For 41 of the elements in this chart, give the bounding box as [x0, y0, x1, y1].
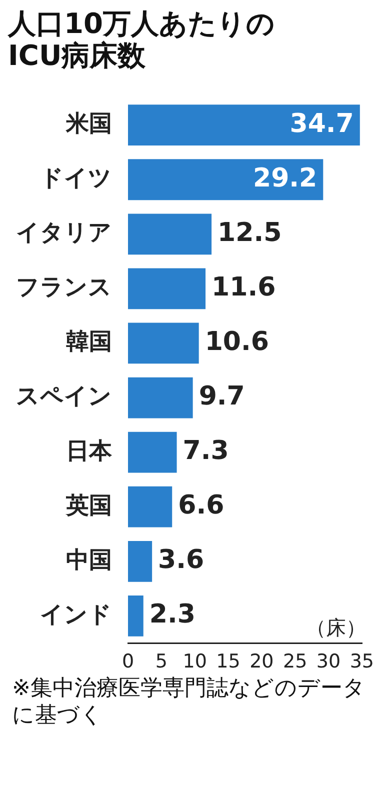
x-tick-label: 0	[122, 650, 134, 673]
data-label: 9.7	[198, 382, 245, 412]
bar	[128, 541, 152, 582]
data-label: 10.6	[204, 327, 269, 358]
chart-title: 人口10万人あたりのICU病床数	[8, 7, 276, 72]
y-tick-label: ドイツ	[40, 166, 112, 192]
bar	[128, 323, 199, 364]
bar	[128, 268, 206, 310]
data-label: 2.3	[149, 600, 196, 630]
y-tick-label: 韓国	[66, 330, 112, 356]
x-tick-label: 30	[316, 650, 341, 673]
y-tick-label: 英国	[65, 493, 112, 520]
x-tick-label: 20	[250, 650, 274, 673]
data-label: 3.6	[158, 546, 204, 576]
bar	[128, 160, 324, 200]
data-label: 29.2	[252, 164, 318, 194]
data-label: 11.6	[212, 272, 276, 303]
bar	[128, 486, 172, 528]
x-tick-label: 25	[282, 650, 308, 673]
bar	[128, 378, 193, 419]
x-tick-label: 10	[182, 650, 207, 673]
y-tick-label: 米国	[65, 111, 112, 138]
x-tick-label: 15	[216, 650, 240, 673]
y-tick-label: イタリア	[16, 220, 112, 246]
data-label: 12.5	[218, 218, 282, 248]
y-tick-label: スペイン	[16, 384, 112, 410]
bar	[128, 214, 212, 255]
data-label: 7.3	[182, 436, 229, 466]
bar	[128, 596, 144, 637]
bar	[128, 104, 360, 146]
y-tick-label: 日本	[66, 438, 113, 465]
x-tick-label: 5	[155, 650, 168, 673]
data-label: 6.6	[178, 490, 224, 521]
data-label: 34.7	[290, 109, 354, 140]
y-tick-label: 中国	[66, 548, 112, 574]
bar	[128, 432, 177, 474]
x-tick-label: 35	[350, 650, 374, 673]
annotation: （床）	[306, 616, 366, 640]
y-tick-label: フランス	[16, 275, 112, 302]
y-tick-label: インド	[40, 602, 112, 628]
text: ※集中治療医学専門誌などのデータに基づく	[11, 676, 366, 730]
